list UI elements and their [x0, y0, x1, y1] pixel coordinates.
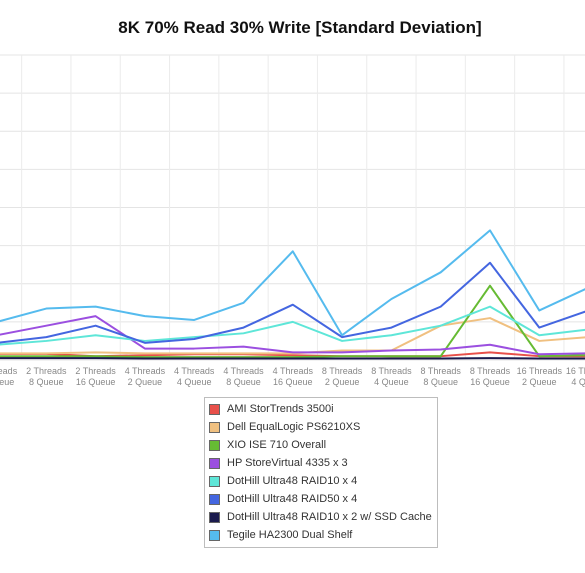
x-tick-label: 4 Threads 16 Queue	[273, 366, 314, 387]
legend-item[interactable]: Tegile HA2300 Dual Shelf	[205, 526, 437, 544]
legend-label: XIO ISE 710 Overall	[227, 439, 327, 451]
x-tick-label: 8 Threads 16 Queue	[470, 366, 511, 387]
x-tick-label: 8 Threads 2 Queue	[322, 366, 363, 387]
series-line-dothill-ultra48-raid50-x-4	[0, 261, 585, 344]
legend-swatch	[209, 421, 220, 433]
legend-item[interactable]: AMI StorTrends 3500i	[205, 400, 437, 418]
x-tick-label: 4 Threads 8 Queue	[223, 366, 264, 387]
legend-label: DotHill Ultra48 RAID10 x 4	[227, 475, 358, 487]
legend-swatch	[209, 529, 220, 541]
legend-swatch	[209, 403, 220, 415]
grid-lines	[0, 54, 585, 361]
legend-label: AMI StorTrends 3500i	[227, 403, 334, 415]
series-line-xio-ise-710-overall	[0, 284, 585, 359]
legend-item[interactable]: DotHill Ultra48 RAID10 x 2 w/ SSD Cache	[205, 508, 437, 526]
legend-swatch	[209, 511, 220, 523]
x-tick-label: 4 Threads 2 Queue	[125, 366, 166, 387]
legend-item[interactable]: DotHill Ultra48 RAID10 x 4	[205, 472, 437, 490]
legend-label: HP StoreVirtual 4335 x 3	[227, 457, 348, 469]
legend-item[interactable]: HP StoreVirtual 4335 x 3	[205, 454, 437, 472]
legend-swatch	[209, 439, 220, 451]
legend-swatch	[209, 475, 220, 487]
legend-label: Tegile HA2300 Dual Shelf	[227, 529, 353, 541]
x-tick-label: 2 Threads 8 Queue	[26, 366, 67, 387]
legend-item[interactable]: DotHill Ultra48 RAID50 x 4	[205, 490, 437, 508]
legend-label: DotHill Ultra48 RAID10 x 2 w/ SSD Cache	[227, 511, 432, 523]
series-lines	[0, 229, 585, 360]
series-line-tegile-ha2300-dual-shelf	[0, 229, 585, 337]
x-tick-label: 8 Threads 4 Queue	[371, 366, 412, 387]
x-tick-label: 16 Threads 2 Queue	[517, 366, 563, 387]
legend-swatch	[209, 457, 220, 469]
legend: AMI StorTrends 3500i Dell EqualLogic PS62…	[204, 397, 438, 548]
legend-label: DotHill Ultra48 RAID50 x 4	[227, 493, 358, 505]
legend-label: Dell EqualLogic PS6210XS	[227, 421, 361, 433]
legend-swatch	[209, 493, 220, 505]
x-tick-label: 8 Threads 8 Queue	[421, 366, 462, 387]
chart-title: 8K 70% Read 30% Write [Standard Deviatio…	[118, 18, 482, 37]
legend-item[interactable]: Dell EqualLogic PS6210XS	[205, 418, 437, 436]
legend-item[interactable]: XIO ISE 710 Overall	[205, 436, 437, 454]
series-line-dothill-ultra48-raid10-x-4	[0, 305, 585, 346]
x-tick-label: 4 Threads 4 Queue	[174, 366, 215, 387]
x-tick-label: 2 Threads 16 Queue	[75, 366, 116, 387]
series-line-hp-storevirtual-4335-x-3	[0, 315, 585, 356]
